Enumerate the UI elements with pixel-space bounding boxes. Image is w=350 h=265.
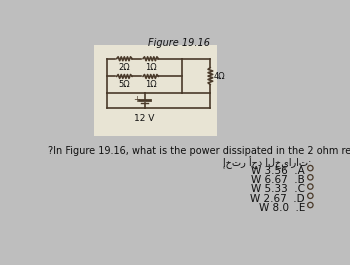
Text: إختر أحد الخيارات:: إختر أحد الخيارات:	[223, 157, 311, 169]
Text: 1Ω: 1Ω	[145, 80, 156, 89]
Text: 4Ω: 4Ω	[214, 72, 225, 81]
Text: W 5.33  .C: W 5.33 .C	[251, 184, 305, 194]
Text: Figure 19.16: Figure 19.16	[148, 38, 210, 48]
Text: 5Ω: 5Ω	[119, 80, 130, 89]
Text: W 3.56  .A: W 3.56 .A	[251, 166, 305, 176]
Text: 2Ω: 2Ω	[119, 63, 130, 72]
Text: 12 V: 12 V	[134, 114, 155, 123]
FancyBboxPatch shape	[94, 45, 217, 136]
Text: ?In Figure 19.16, what is the power dissipated in the 2 ohm resistance in the ci: ?In Figure 19.16, what is the power diss…	[48, 146, 350, 156]
Text: +: +	[133, 95, 140, 104]
Text: 1Ω: 1Ω	[145, 63, 156, 72]
Text: W 8.0  .E: W 8.0 .E	[259, 203, 305, 213]
Text: W 2.67  .D: W 2.67 .D	[250, 193, 305, 204]
Text: W 6.67  .B: W 6.67 .B	[251, 175, 305, 185]
